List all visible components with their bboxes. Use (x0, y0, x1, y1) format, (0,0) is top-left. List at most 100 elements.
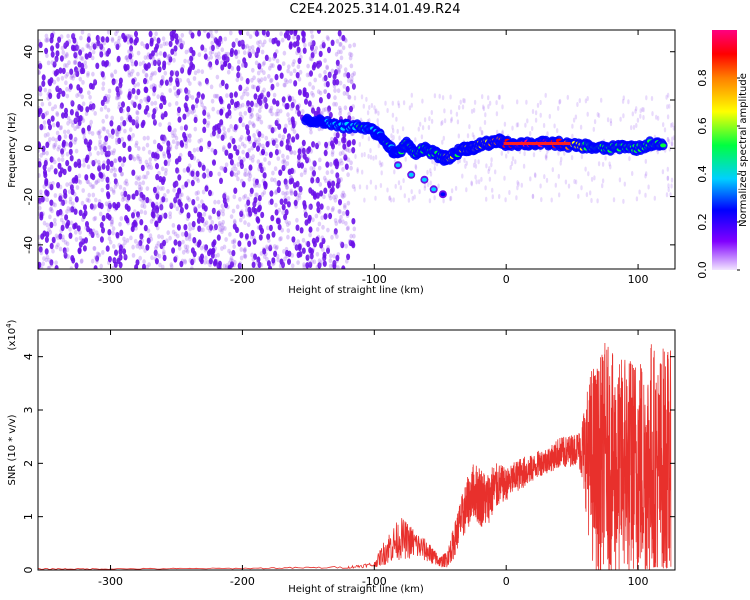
noise-point (251, 154, 255, 160)
noise-point (465, 187, 468, 193)
noise-point (161, 213, 165, 219)
noise-point (517, 181, 520, 187)
noise-point (153, 70, 157, 76)
noise-point (181, 184, 185, 190)
noise-point (296, 239, 301, 245)
noise-point (187, 93, 192, 99)
noise-point (93, 204, 97, 210)
noise-point (430, 118, 434, 124)
noise-point (292, 35, 296, 40)
noise-point (254, 30, 259, 37)
noise-point (211, 208, 216, 214)
noise-point (503, 175, 506, 181)
spectrogram-x-ticks: -300 -200 -100 0 100 (98, 30, 649, 286)
noise-point (173, 132, 177, 138)
noise-point (164, 79, 169, 86)
noise-point (183, 135, 188, 142)
noise-point (254, 51, 258, 57)
noise-point (411, 195, 414, 201)
noise-point (312, 160, 317, 167)
noise-point (111, 80, 116, 86)
noise-point (267, 57, 272, 62)
noise-point (53, 168, 58, 175)
noise-point (88, 231, 92, 237)
noise-point (558, 192, 561, 198)
noise-point (110, 134, 115, 140)
noise-point (85, 221, 89, 228)
noise-point (577, 193, 580, 199)
noise-point (601, 161, 605, 167)
noise-point (99, 51, 104, 58)
noise-point (317, 221, 322, 227)
noise-point (55, 42, 60, 49)
noise-point (319, 190, 324, 197)
noise-point (251, 67, 255, 73)
noise-point (120, 136, 124, 142)
noise-point (168, 81, 173, 86)
noise-point (316, 206, 321, 214)
noise-point (210, 220, 215, 225)
noise-point (263, 76, 267, 82)
noise-point (64, 214, 69, 221)
noise-point (458, 105, 461, 110)
noise-point (252, 141, 257, 149)
noise-point (80, 47, 85, 53)
noise-point (114, 79, 118, 84)
noise-point (304, 213, 309, 219)
noise-point (88, 82, 93, 90)
noise-point (201, 173, 205, 179)
noise-point (289, 190, 294, 196)
noise-point (325, 64, 329, 70)
noise-point (333, 159, 338, 166)
noise-point (51, 248, 55, 254)
noise-point (206, 123, 210, 128)
noise-point (146, 95, 151, 103)
noise-point (186, 178, 191, 184)
noise-point (188, 109, 192, 115)
snr-x-axis-label: Height of straight line (km) (288, 584, 424, 595)
noise-point (98, 139, 102, 145)
noise-point (564, 179, 568, 185)
snr-y-axis-label: SNR (10 * v/v) (7, 414, 18, 485)
noise-point (270, 214, 275, 222)
noise-point (384, 100, 387, 106)
noise-point (570, 155, 574, 161)
noise-point (123, 253, 128, 259)
noise-point (66, 129, 71, 135)
noise-point (93, 203, 97, 209)
noise-point (97, 252, 102, 258)
noise-point (70, 255, 75, 262)
noise-point (284, 219, 289, 225)
noise-point (58, 171, 63, 178)
noise-point (119, 106, 124, 114)
noise-point (61, 67, 66, 75)
noise-point (110, 73, 114, 79)
noise-point (397, 103, 401, 109)
noise-point (258, 108, 262, 114)
noise-point (292, 129, 297, 135)
noise-point (491, 187, 494, 193)
noise-point (63, 252, 68, 259)
noise-point (135, 119, 139, 124)
noise-point (339, 49, 343, 55)
noise-point (143, 97, 147, 102)
noise-point (274, 245, 279, 251)
noise-point (279, 72, 284, 79)
noise-point (639, 108, 642, 114)
noise-point (275, 253, 280, 259)
noise-point (269, 78, 273, 84)
noise-point (253, 93, 258, 100)
noise-point (148, 161, 152, 167)
noise-point (218, 83, 223, 88)
noise-point (579, 124, 583, 130)
noise-point (596, 112, 599, 117)
noise-point (399, 185, 402, 191)
noise-point (77, 67, 81, 73)
noise-point (222, 197, 227, 204)
noise-point (115, 140, 119, 146)
noise-point (132, 101, 137, 109)
noise-point (46, 60, 51, 66)
noise-point (167, 152, 172, 159)
noise-point (39, 199, 43, 205)
noise-point (111, 265, 115, 269)
